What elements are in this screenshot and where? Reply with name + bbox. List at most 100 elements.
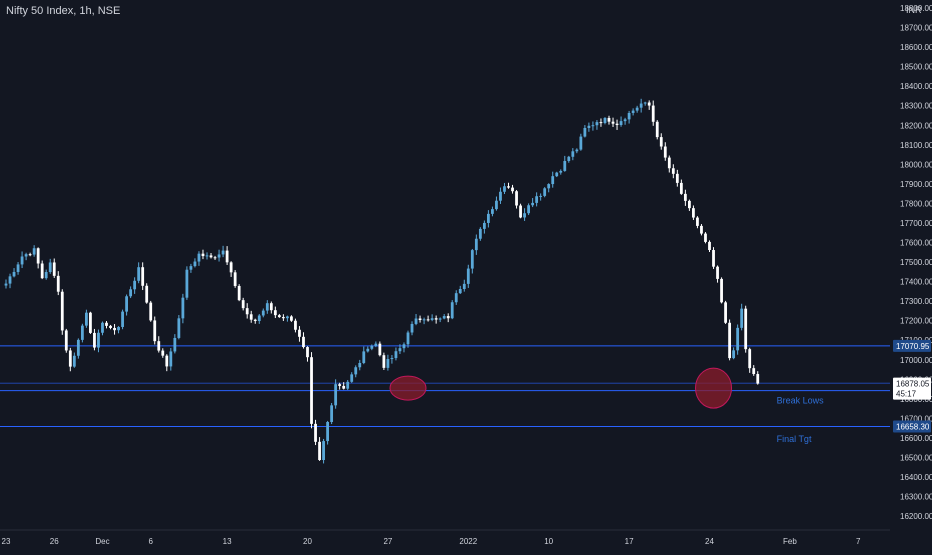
candle-body [615, 123, 619, 126]
candle-body [728, 322, 731, 359]
candle-body [109, 325, 112, 328]
candle-body [197, 253, 201, 262]
x-tick-label: 24 [705, 537, 714, 546]
level-badge [893, 420, 931, 433]
candle-body [85, 312, 88, 326]
candle-body [434, 318, 438, 320]
y-tick-label: 18700.00 [900, 24, 932, 33]
candle-body [32, 248, 36, 255]
candle-body [571, 151, 575, 157]
x-tick-label: 17 [625, 537, 634, 546]
candle-body [20, 256, 24, 265]
candle-body [603, 117, 607, 124]
candle-body [269, 303, 273, 311]
candle-body [249, 314, 253, 320]
candle-body [378, 343, 382, 356]
candle-body [495, 200, 498, 210]
candle-body [137, 267, 141, 281]
candle-body [193, 261, 197, 267]
candle-body [599, 122, 603, 124]
candle-body [362, 351, 366, 363]
x-tick-label: 2022 [459, 537, 477, 546]
candle-body [527, 205, 530, 214]
candle-body [101, 322, 104, 333]
candle-body [748, 349, 752, 369]
candle-body [482, 222, 486, 229]
candle-body [523, 213, 526, 218]
candle-body [611, 121, 615, 124]
candle-body [36, 248, 40, 264]
x-tick-label: Feb [783, 537, 797, 546]
y-tick-label: 18600.00 [900, 43, 932, 52]
candle-body [225, 250, 229, 263]
candle-body [326, 421, 329, 442]
candle-body [173, 337, 177, 352]
candle-body [189, 266, 193, 270]
candle-body [4, 283, 8, 286]
candle-body [410, 323, 414, 333]
candle-body [740, 308, 744, 328]
x-tick-label: Dec [95, 537, 109, 546]
candle-body [700, 225, 703, 234]
candle-body [643, 102, 647, 104]
candle-body [354, 367, 358, 375]
candle-body [358, 362, 362, 368]
candle-body [350, 374, 354, 382]
candle-body [531, 202, 535, 206]
last-price-label: 16878.05 [896, 380, 930, 389]
y-tick-label: 16500.00 [900, 453, 932, 462]
candle-body [64, 330, 68, 351]
y-tick-label: 17000.00 [900, 356, 932, 365]
candle-body [201, 253, 205, 257]
y-tick-label: 16400.00 [900, 473, 932, 482]
candle-body [583, 127, 587, 137]
candle-body [346, 381, 350, 389]
candle-body [302, 336, 305, 348]
candle-body [470, 250, 474, 269]
candle-body [414, 318, 418, 324]
candle-body [125, 296, 128, 312]
y-tick-label: 16300.00 [900, 493, 932, 502]
candle-body [418, 318, 422, 321]
candle-body [169, 351, 173, 367]
candle-body [117, 326, 120, 331]
candle-body [567, 156, 571, 161]
candle-body [507, 186, 510, 188]
candle-body [80, 325, 84, 340]
candle-body [157, 341, 161, 351]
candle-body [659, 137, 663, 147]
candle-body [555, 172, 559, 177]
candle-body [44, 272, 48, 279]
x-tick-label: 20 [303, 537, 312, 546]
candle-body [52, 262, 56, 276]
y-tick-label: 18200.00 [900, 121, 932, 130]
y-tick-label: 17700.00 [900, 219, 932, 228]
candle-body [732, 350, 736, 359]
countdown-label: 45:17 [896, 390, 917, 399]
candle-body [185, 269, 189, 298]
candle-body [543, 188, 547, 196]
candle-body [591, 125, 595, 127]
level-badge [893, 339, 931, 352]
candle-body [551, 176, 555, 185]
candle-body [205, 255, 209, 257]
candle-body [547, 184, 551, 189]
candle-body [237, 285, 241, 301]
y-tick-label: 18100.00 [900, 141, 932, 150]
candle-body [273, 310, 277, 316]
candle-body [756, 374, 760, 384]
candle-body [663, 146, 667, 158]
y-tick-label: 18500.00 [900, 63, 932, 72]
y-tick-label: 17400.00 [900, 278, 932, 287]
y-tick-label: 18300.00 [900, 102, 932, 111]
candle-body [692, 208, 695, 218]
candle-body [708, 241, 711, 251]
candle-body [752, 368, 756, 375]
candle-body [607, 117, 611, 122]
candle-body [563, 160, 567, 171]
y-tick-label: 17300.00 [900, 297, 932, 306]
candle-body [671, 168, 675, 174]
candle-body [736, 327, 740, 351]
